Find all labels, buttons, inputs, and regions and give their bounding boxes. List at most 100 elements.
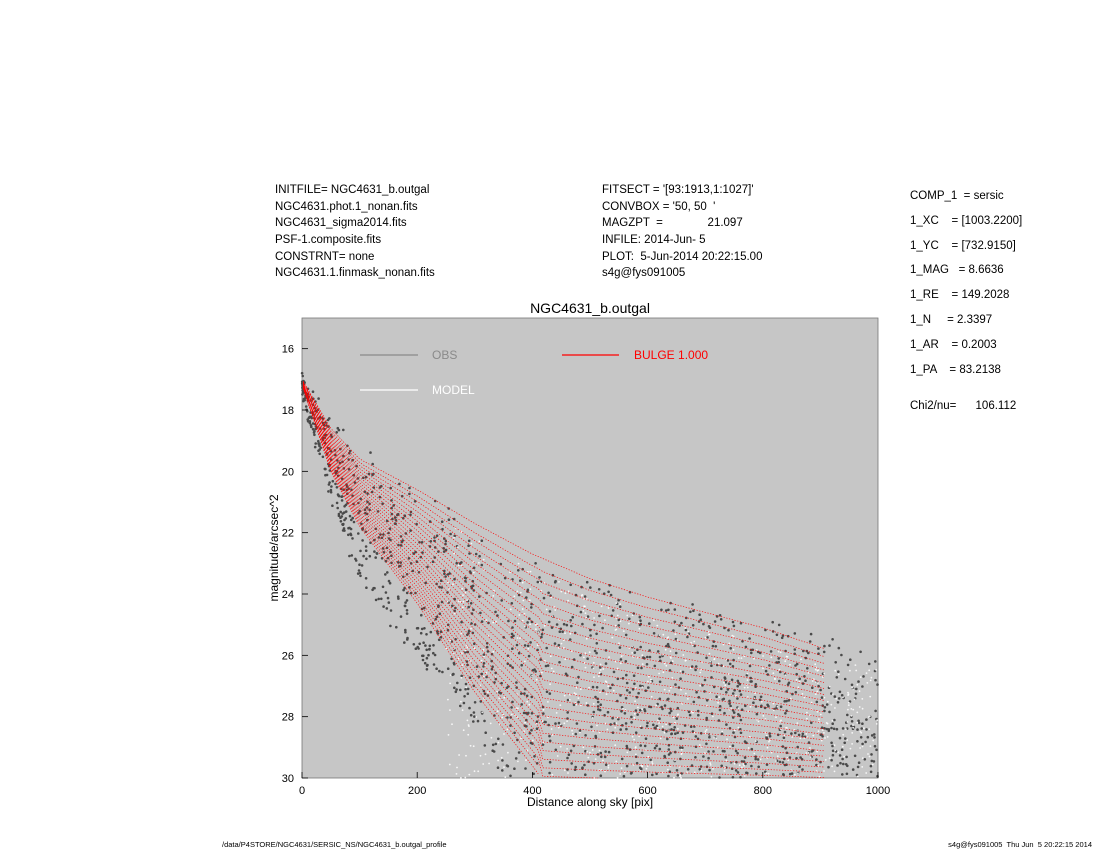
model-point — [594, 758, 597, 760]
model-point — [816, 710, 819, 713]
model-point — [865, 772, 868, 774]
model-point — [469, 744, 472, 747]
model-point — [712, 768, 714, 770]
obs-point — [428, 545, 432, 548]
model-point — [661, 725, 664, 728]
obs-point — [604, 750, 607, 753]
model-point — [453, 552, 455, 555]
obs-point — [441, 527, 444, 531]
model-point — [622, 630, 625, 632]
obs-point — [602, 592, 606, 595]
obs-point — [869, 770, 873, 774]
model-point — [510, 713, 513, 716]
obs-point — [619, 658, 623, 661]
obs-point — [438, 669, 441, 673]
obs-point — [768, 664, 771, 667]
obs-point — [779, 670, 782, 674]
obs-point — [628, 748, 632, 751]
obs-point — [820, 726, 824, 729]
model-point — [447, 581, 449, 584]
obs-point — [750, 680, 753, 683]
obs-point — [441, 670, 444, 674]
obs-point — [873, 736, 876, 739]
model-point — [847, 708, 849, 711]
obs-point — [811, 686, 814, 689]
bulge-curve — [302, 388, 599, 779]
obs-point — [775, 661, 778, 664]
obs-point — [342, 527, 346, 530]
obs-point — [453, 597, 457, 601]
model-point — [479, 684, 481, 687]
model-point — [634, 700, 636, 703]
obs-point — [465, 660, 469, 663]
obs-point — [304, 405, 308, 408]
model-point — [837, 751, 840, 753]
model-point — [497, 741, 500, 744]
header-line: INITFILE= NGC4631_b.outgal — [275, 184, 430, 196]
obs-point — [599, 703, 602, 706]
obs-point — [815, 758, 818, 761]
obs-point — [755, 712, 759, 716]
model-point — [605, 681, 608, 683]
model-point — [693, 771, 696, 774]
obs-point — [500, 681, 503, 685]
model-point — [669, 656, 672, 658]
model-point — [448, 763, 451, 766]
obs-point — [783, 763, 787, 767]
obs-point — [855, 687, 858, 691]
obs-point — [402, 575, 405, 579]
model-point — [528, 599, 531, 602]
obs-point — [423, 627, 426, 630]
obs-point — [598, 614, 601, 618]
model-point — [460, 700, 462, 703]
obs-point — [335, 501, 339, 505]
obs-point — [766, 673, 770, 676]
obs-point — [351, 458, 354, 462]
model-point — [638, 627, 641, 630]
model-point — [571, 650, 573, 652]
obs-point — [402, 516, 405, 520]
obs-point — [557, 643, 561, 647]
obs-point — [399, 544, 403, 547]
obs-point — [386, 596, 390, 600]
obs-point — [764, 628, 767, 632]
obs-point — [694, 668, 697, 672]
obs-point — [820, 696, 824, 699]
obs-point — [724, 680, 728, 684]
obs-point — [669, 709, 673, 713]
obs-point — [667, 774, 670, 778]
obs-point — [535, 727, 539, 730]
obs-point — [527, 654, 531, 658]
model-point — [732, 648, 735, 651]
model-point — [623, 771, 626, 774]
obs-point — [364, 475, 368, 479]
obs-point — [707, 750, 710, 753]
model-point — [591, 749, 594, 751]
obs-point — [842, 762, 845, 766]
obs-point — [674, 732, 677, 735]
obs-point — [712, 750, 715, 753]
model-point — [487, 691, 489, 693]
model-point — [815, 770, 818, 772]
model-point — [550, 596, 553, 599]
obs-point — [506, 716, 509, 719]
obs-point — [464, 588, 468, 592]
model-point — [765, 734, 768, 737]
obs-point — [589, 586, 592, 589]
obs-point — [442, 547, 446, 550]
plot-area — [301, 317, 879, 779]
obs-point — [509, 716, 512, 719]
obs-point — [421, 654, 424, 658]
obs-point — [784, 712, 787, 715]
obs-point — [375, 552, 379, 555]
obs-point — [477, 675, 481, 678]
model-point — [815, 681, 817, 684]
obs-point — [846, 713, 849, 717]
model-point — [728, 642, 731, 645]
obs-point — [318, 442, 321, 445]
obs-point — [823, 706, 827, 709]
model-point — [814, 663, 817, 666]
obs-point — [666, 761, 669, 764]
model-point — [482, 558, 485, 561]
obs-point — [779, 724, 782, 728]
